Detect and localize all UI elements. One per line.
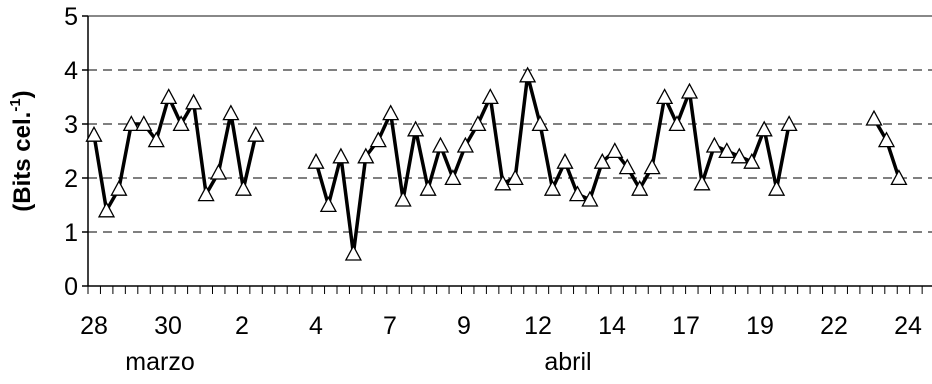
data-point (494, 174, 512, 191)
data-point (444, 169, 462, 186)
x-tick-label: 14 (598, 312, 626, 340)
data-point (122, 115, 140, 132)
data-point (481, 88, 499, 105)
data-point (197, 185, 215, 202)
data-point (877, 131, 896, 148)
series-line-segment-1 (92, 95, 258, 213)
data-point (693, 174, 711, 191)
data-point (185, 93, 203, 110)
data-point (147, 131, 165, 148)
x-tick-label: 19 (746, 312, 774, 340)
y-tick-label: 2 (64, 165, 78, 193)
data-point (369, 131, 387, 148)
y-axis-title: (Bits cel.-1) (7, 90, 36, 211)
data-point (247, 125, 265, 142)
data-point (865, 109, 883, 126)
month-label-abril: abril (544, 348, 591, 376)
data-point (419, 179, 437, 196)
data-point (593, 152, 611, 169)
data-point (743, 152, 761, 169)
series-line-segment-3 (872, 117, 901, 179)
data-point (110, 179, 128, 196)
data-point (97, 201, 116, 218)
series-line-segment-2 (314, 73, 791, 256)
data-point (307, 152, 325, 169)
x-tick-label: 9 (457, 312, 471, 340)
data-point (234, 179, 252, 196)
data-point (768, 179, 786, 196)
data-point (606, 142, 624, 159)
series (85, 66, 908, 261)
data-point (319, 196, 337, 213)
data-point (730, 147, 748, 164)
data-point (568, 185, 587, 202)
data-point (705, 136, 723, 153)
data-point (543, 179, 562, 196)
data-point (431, 136, 450, 153)
data-point (357, 147, 375, 164)
y-tick-label: 0 (64, 273, 78, 301)
axes (82, 15, 932, 294)
data-point (394, 190, 412, 207)
data-point (209, 163, 228, 180)
data-point (718, 142, 736, 159)
data-point (160, 88, 178, 105)
x-tick-label: 4 (309, 312, 323, 340)
data-point (85, 125, 103, 142)
data-point (780, 115, 798, 132)
data-point (581, 190, 599, 207)
data-point (890, 169, 908, 186)
y-tick-label: 4 (64, 57, 78, 85)
x-tick-label: 2 (235, 312, 249, 340)
data-point (656, 88, 674, 105)
data-point (135, 115, 153, 132)
data-point (668, 115, 686, 132)
data-point (407, 120, 425, 137)
data-point (382, 104, 400, 121)
y-tick-label: 3 (64, 111, 78, 139)
data-point (680, 82, 699, 99)
data-point (344, 244, 362, 261)
month-label-marzo: marzo (125, 348, 194, 376)
x-tick-label: 30 (154, 312, 182, 340)
y-tick-label: 5 (64, 3, 78, 31)
grid-lines (88, 15, 932, 233)
data-point (618, 158, 636, 175)
x-tick-label: 17 (672, 312, 700, 340)
data-point (469, 115, 487, 132)
data-point (755, 120, 773, 137)
data-point (172, 115, 190, 132)
x-tick-label: 12 (524, 312, 552, 340)
x-tick-label: 22 (820, 312, 848, 340)
y-tick-label: 1 (64, 219, 78, 247)
data-point (643, 158, 661, 175)
data-point (222, 104, 240, 121)
data-point (631, 179, 649, 196)
data-point (556, 152, 574, 169)
data-point (531, 115, 549, 132)
x-tick-label: 24 (894, 312, 922, 340)
data-point (506, 169, 524, 186)
x-tick-label: 7 (383, 312, 397, 340)
x-tick-label: 28 (80, 312, 108, 340)
data-point (332, 147, 350, 164)
data-point (519, 66, 537, 83)
data-point (456, 136, 474, 153)
